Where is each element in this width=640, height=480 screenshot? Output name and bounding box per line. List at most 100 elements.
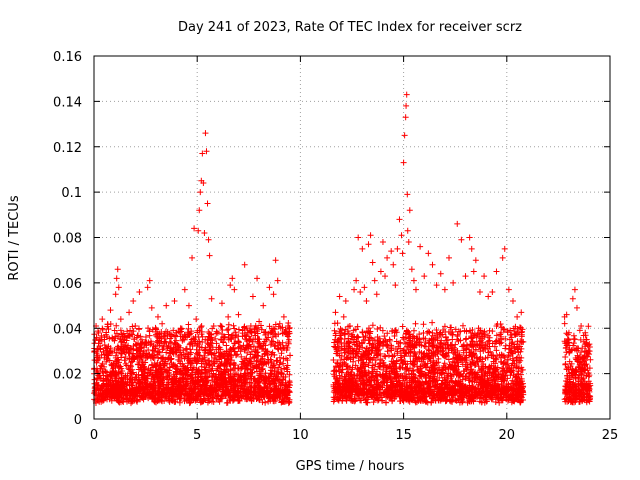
data-point — [225, 321, 232, 328]
data-point — [118, 331, 125, 338]
data-point — [382, 353, 389, 360]
data-point — [493, 347, 500, 354]
data-point — [208, 358, 215, 365]
data-point — [278, 350, 285, 357]
data-point — [286, 399, 293, 406]
data-point — [170, 350, 177, 357]
data-point — [162, 328, 169, 335]
data-point — [185, 325, 192, 332]
data-point — [441, 360, 448, 367]
data-point — [149, 347, 156, 354]
data-point — [238, 353, 245, 360]
data-point — [337, 325, 344, 332]
data-point — [198, 344, 205, 351]
data-point — [137, 333, 144, 340]
data-point — [486, 327, 493, 334]
data-point — [98, 332, 105, 339]
data-point — [412, 320, 419, 327]
data-point — [196, 347, 203, 354]
data-point — [228, 357, 235, 364]
data-point — [191, 380, 198, 387]
data-point — [286, 336, 293, 343]
data-point — [231, 340, 238, 347]
data-point — [194, 329, 201, 336]
data-point — [106, 335, 113, 342]
data-point — [230, 322, 237, 329]
data-point — [250, 336, 257, 343]
data-point — [399, 334, 406, 341]
data-point — [425, 328, 432, 335]
data-point — [462, 336, 469, 343]
data-point — [220, 339, 227, 346]
data-point — [275, 323, 282, 330]
data-point — [127, 344, 134, 351]
data-point — [369, 322, 376, 329]
data-point — [130, 328, 137, 335]
data-point — [285, 400, 292, 407]
data-point — [576, 327, 583, 334]
data-point — [334, 320, 341, 327]
data-point — [231, 325, 238, 332]
data-point — [124, 328, 131, 335]
data-point — [146, 328, 153, 335]
data-point — [165, 355, 172, 362]
data-point — [354, 333, 361, 340]
data-point — [244, 349, 251, 356]
data-point — [454, 331, 461, 338]
data-point — [117, 327, 124, 334]
data-point — [232, 362, 239, 369]
data-point — [275, 364, 282, 371]
data-point — [251, 354, 258, 361]
data-point — [235, 339, 242, 346]
data-point — [198, 322, 205, 329]
data-point — [278, 381, 285, 388]
data-point — [115, 344, 122, 351]
data-point — [271, 343, 278, 350]
data-point — [166, 364, 173, 371]
data-point — [429, 319, 436, 326]
data-point — [399, 323, 406, 330]
data-point — [420, 321, 427, 328]
data-point — [145, 325, 152, 332]
data-point — [271, 326, 278, 333]
data-point — [250, 343, 257, 350]
data-point — [331, 327, 338, 334]
data-point — [232, 329, 239, 336]
data-point — [134, 332, 141, 339]
data-point — [262, 399, 269, 406]
data-point — [199, 338, 206, 345]
data-point — [234, 351, 241, 358]
data-point — [152, 343, 159, 350]
data-point — [209, 325, 216, 332]
data-point — [124, 372, 131, 379]
data-point — [135, 325, 142, 332]
data-point — [197, 324, 204, 331]
data-point — [214, 365, 221, 372]
data-point — [279, 330, 286, 337]
data-point — [147, 338, 154, 345]
data-point — [502, 342, 509, 349]
data-point — [241, 324, 248, 331]
data-point — [235, 326, 242, 333]
data-point — [210, 399, 217, 406]
data-point — [99, 325, 106, 332]
data-point — [185, 354, 192, 361]
data-points — [91, 91, 594, 407]
data-point — [127, 327, 134, 334]
data-point — [218, 323, 225, 330]
data-point — [223, 342, 230, 349]
data-point — [187, 330, 194, 337]
data-point — [266, 381, 273, 388]
data-point — [374, 326, 381, 333]
grid — [94, 56, 610, 419]
data-point — [181, 398, 188, 405]
data-point — [187, 372, 194, 379]
data-point — [129, 323, 136, 330]
data-point — [155, 355, 162, 362]
data-point — [421, 343, 428, 350]
data-point — [410, 327, 417, 334]
data-point — [276, 361, 283, 368]
data-point — [420, 329, 427, 336]
